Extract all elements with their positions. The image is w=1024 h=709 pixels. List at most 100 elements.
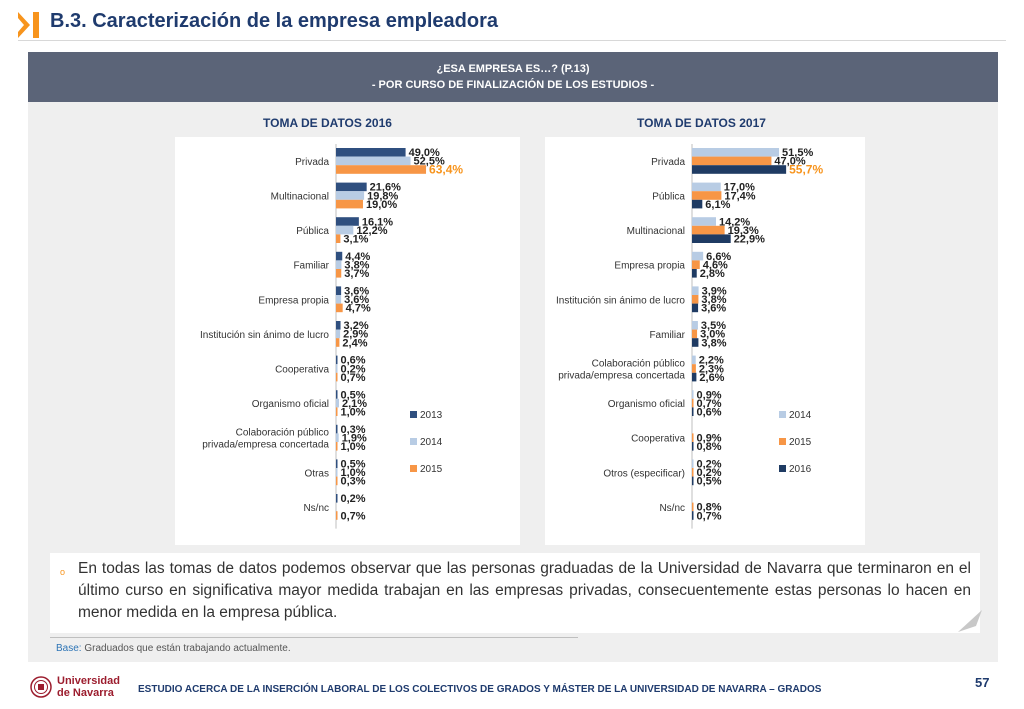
chart-2017-tick-ns-nc: Ns/nc: [659, 503, 685, 514]
chart-2016-bar-2015-organismo-oficial: [336, 407, 338, 416]
chart-2016-label-2013-publica: 16,1%: [362, 216, 393, 228]
chart-2017-label-2014-otros-especificar: 0,2%: [697, 459, 722, 471]
chart-2017-legend-swatch-2014: [779, 411, 786, 418]
chart-2016-label-2013-ns-nc: 0,2%: [341, 493, 366, 505]
chart-2017: Privada 51,5% 47,0% 55,7% Pública 17,0% 17,4% 6…: [545, 137, 865, 545]
chart-2017-tick-colaboracion-publico-privada-empresa-concertada-0: Colaboración público: [592, 359, 686, 370]
chart-2016-tick-publica: Pública: [296, 226, 329, 237]
chart-2017-label-2016-otros-especificar: 0,5%: [697, 476, 722, 488]
chart-2016-bar-2015-multinacional: [336, 199, 363, 209]
chart-2017-label-2014-organismo-oficial: 0,9%: [697, 389, 722, 401]
chart-2016-label-2013-institucion-sin-animo-de-lucro: 3,2%: [344, 320, 369, 332]
note-bullet: o: [60, 567, 66, 577]
chart-2016-bar-2013-organismo-oficial: [336, 390, 338, 399]
chart-2016-label-2013-organismo-oficial: 0,5%: [341, 389, 366, 401]
chart-2017-label-2016-multinacional: 22,9%: [734, 234, 765, 246]
chart-2017-bar-2015-multinacional: [692, 225, 725, 235]
chart-2017-bar-2015-colaboracion-publico-privada-empresa-concertada: [692, 364, 696, 373]
chart-2017-legend-label-2014: 2014: [789, 410, 812, 421]
chart-2016-tick-cooperativa: Cooperativa: [275, 365, 329, 376]
chart-2017-label-2014-institucion-sin-animo-de-lucro: 3,9%: [702, 286, 727, 298]
chart-2017-label-2015-institucion-sin-animo-de-lucro: 3,8%: [701, 294, 726, 306]
chart-2016-tick-colaboracion-publico-privada-empresa-concertada-1: privada/empresa concertada: [202, 440, 329, 451]
chart-2017-label-2016-cooperativa: 0,8%: [697, 441, 722, 453]
chart-2017-label-2016-publica: 6,1%: [705, 199, 730, 211]
chart-2017-bar-2014-multinacional: [692, 217, 716, 226]
chart-2017-title: TOMA DE DATOS 2017: [637, 116, 766, 130]
chart-2017-tick-institucion-sin-animo-de-lucro: Institución sin ánimo de lucro: [556, 295, 685, 306]
chart-2016-label-2013-privada: 49,0%: [409, 147, 440, 159]
chart-2016-label-2015-cooperativa: 0,7%: [341, 372, 366, 384]
chart-2017-label-2014-multinacional: 14,2%: [719, 216, 750, 228]
chart-2016-label-2014-otras: 1,0%: [341, 467, 366, 479]
chart-2017-bar-2016-publica: [692, 199, 703, 209]
chart-2016-label-2014-multinacional: 19,8%: [367, 190, 398, 202]
chart-2016-bar-2014-publica: [336, 225, 354, 235]
chart-2017-bar-2014-privada: [692, 148, 780, 157]
chart-2017-label-2016-privada: 55,7%: [789, 162, 823, 176]
chart-2016-bar-2013-publica: [336, 217, 359, 226]
chart-2016-label-2013-familiar: 4,4%: [345, 251, 370, 263]
chart-2016-bar-2013-familiar: [336, 251, 343, 261]
chart-2016-tick-colaboracion-publico-privada-empresa-concertada-0: Colaboración público: [236, 428, 330, 439]
chart-2016-label-2014-privada: 52,5%: [414, 156, 445, 168]
university-logo: Universidad de Navarra: [30, 673, 130, 703]
chart-2017-bar-2015-institucion-sin-animo-de-lucro: [692, 295, 699, 304]
chart-2016-label-2015-institucion-sin-animo-de-lucro: 2,4%: [342, 337, 367, 349]
chart-2017-bar-2016-institucion-sin-animo-de-lucro: [692, 303, 699, 313]
chart-2017-bar-2015-ns-nc: [692, 502, 694, 512]
page-curl-icon: [958, 610, 982, 632]
chart-2017-bar-2014-publica: [692, 182, 721, 192]
chart-2017-label-2016-ns-nc: 0,7%: [697, 510, 722, 522]
question-header-line1: ¿ESA EMPRESA ES…? (P.13): [436, 63, 590, 75]
chart-2016-label-2015-empresa-propia: 4,7%: [346, 303, 371, 315]
summary-note: o En todas las tomas de datos podemos ob…: [50, 553, 980, 633]
title-marker-icon: [18, 12, 39, 38]
question-header: ¿ESA EMPRESA ES…? (P.13) - POR CURSO DE …: [28, 52, 998, 102]
chart-2017-label-2016-colaboracion-publico-privada-empresa-concertada: 2,6%: [699, 372, 724, 384]
chart-2017-tick-familiar: Familiar: [649, 330, 685, 341]
chart-2017-bar-2014-institucion-sin-animo-de-lucro: [692, 286, 699, 295]
chart-2017-label-2016-empresa-propia: 2,8%: [700, 268, 725, 280]
chart-2016-tick-privada: Privada: [295, 157, 329, 168]
chart-2017-legend-label-2016: 2016: [789, 464, 812, 475]
base-divider: [50, 637, 578, 638]
chart-2017-bar-2015-organismo-oficial: [692, 398, 694, 408]
chart-2016-label-2014-colaboracion-publico-privada-empresa-concertada: 1,9%: [342, 433, 367, 445]
chart-2017-bar-2015-privada: [692, 156, 772, 166]
slide-title: B.3. Caracterización de la empresa emple…: [50, 10, 498, 32]
university-name-line2: de Navarra: [57, 687, 114, 699]
chart-2016-label-2014-publica: 12,2%: [356, 225, 387, 237]
chart-2017-bar-2014-otros-especificar: [692, 459, 694, 468]
chart-2016-legend-label-2014: 2014: [420, 437, 443, 448]
chart-2017-bar-2016-multinacional: [692, 234, 731, 243]
chart-2017-tick-otros-especificar: Otros (especificar): [603, 468, 685, 479]
chart-2016-label-2013-colaboracion-publico-privada-empresa-concertada: 0,3%: [341, 424, 366, 436]
chart-2017-label-2015-publica: 17,4%: [724, 190, 755, 202]
chart-2016-tick-ns-nc: Ns/nc: [303, 503, 329, 514]
chart-2016-label-2015-publica: 3,1%: [343, 234, 368, 246]
chart-2016-legend-swatch-2013: [410, 411, 417, 418]
chart-2016-bar-2014-multinacional: [336, 191, 365, 200]
university-name-line1: Universidad: [57, 675, 120, 687]
chart-2017-tick-empresa-propia: Empresa propia: [614, 261, 685, 272]
chart-2017-bar-2016-otros-especificar: [692, 476, 694, 486]
note-text: En todas las tomas de datos podemos obse…: [78, 560, 971, 621]
chart-2016-label-2014-familiar: 3,8%: [344, 260, 369, 272]
chart-2016-label-2014-institucion-sin-animo-de-lucro: 2,9%: [343, 329, 368, 341]
chart-2017-label-2016-organismo-oficial: 0,6%: [697, 407, 722, 419]
chart-2016-bar-2014-institucion-sin-animo-de-lucro: [336, 329, 341, 339]
chart-2016-bar-2015-institucion-sin-animo-de-lucro: [336, 338, 340, 347]
chart-2017-bar-2016-ns-nc: [692, 511, 694, 520]
chart-2016-legend-swatch-2015: [410, 465, 417, 472]
chart-2017-label-2014-familiar: 3,5%: [701, 320, 726, 332]
chart-2016-label-2015-colaboracion-publico-privada-empresa-concertada: 1,0%: [341, 441, 366, 453]
chart-2016-bar-2015-publica: [336, 234, 341, 243]
chart-2017-bar-2016-cooperativa: [692, 442, 694, 451]
chart-2016-label-2015-multinacional: 19,0%: [366, 199, 397, 211]
chart-2017-tick-publica: Pública: [652, 192, 685, 203]
chart-2017-label-2015-privada: 47,0%: [774, 156, 805, 168]
chart-2017-bar-2016-familiar: [692, 338, 699, 347]
chart-2016-bar-2015-otras: [336, 476, 338, 486]
chart-2016-label-2015-organismo-oficial: 1,0%: [341, 407, 366, 419]
